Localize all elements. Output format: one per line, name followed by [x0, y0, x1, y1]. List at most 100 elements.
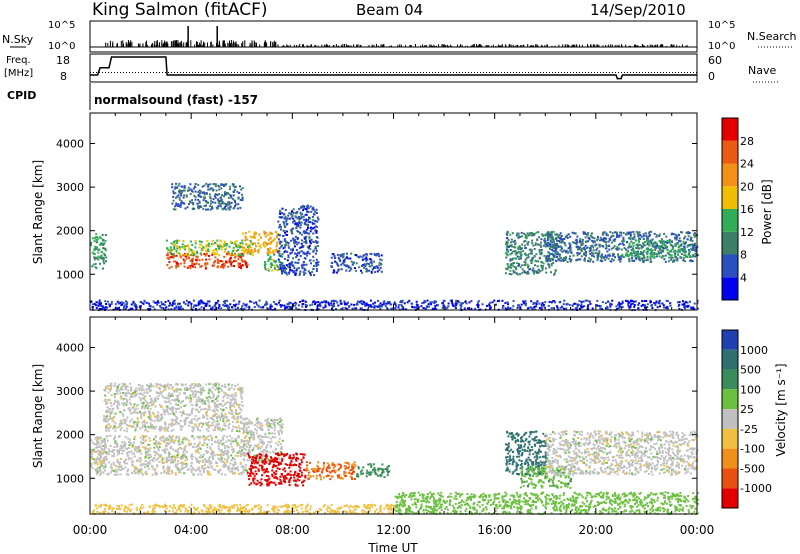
echo-cell [126, 451, 129, 454]
echo-cell [113, 463, 116, 466]
echo-cell [180, 456, 183, 459]
echo-cell [554, 272, 556, 275]
echo-cell [249, 253, 252, 256]
echo-cell [547, 305, 550, 307]
echo-cell [688, 232, 691, 235]
echo-cell [192, 445, 194, 448]
echo-cell [660, 238, 663, 241]
echo-cell [117, 435, 120, 438]
echo-cell [620, 234, 623, 237]
echo-cell [443, 305, 446, 308]
echo-cell [629, 238, 632, 241]
echo-cell [190, 455, 193, 458]
echo-cell [337, 264, 340, 267]
nsky-count [325, 45, 327, 47]
echo-cell [221, 264, 224, 267]
echo-cell [694, 255, 696, 258]
echo-cell [645, 300, 648, 302]
echo-cell [206, 300, 209, 303]
nsky-count [178, 44, 180, 47]
echo-cell [182, 239, 185, 242]
echo-cell [582, 300, 585, 303]
echo-cell [157, 453, 160, 456]
echo-cell [177, 203, 180, 206]
echo-cell [268, 248, 271, 251]
echo-cell [214, 185, 217, 188]
echo-cell [215, 461, 217, 464]
echo-cell [196, 250, 198, 253]
echo-cell [648, 241, 651, 244]
echo-cell [176, 398, 179, 401]
echo-cell [240, 445, 243, 448]
echo-cell [190, 471, 193, 473]
echo-cell [292, 265, 295, 268]
echo-cell [314, 220, 317, 223]
echo-cell [546, 234, 549, 237]
echo-cell [671, 245, 674, 248]
echo-cell [90, 451, 93, 454]
echo-cell [541, 234, 544, 237]
echo-cell [214, 253, 217, 256]
echo-cell [300, 233, 303, 236]
nsky-count [174, 43, 176, 47]
echo-cell [677, 250, 680, 253]
echo-cell [249, 243, 251, 246]
echo-cell [216, 239, 219, 242]
freq-line [90, 56, 697, 80]
echo-cell [274, 261, 277, 264]
echo-cell [315, 258, 318, 261]
nsky-count [203, 41, 204, 47]
echo-cell [198, 441, 201, 444]
echo-cell [171, 255, 173, 258]
echo-cell [179, 307, 181, 310]
echo-cell [557, 246, 560, 248]
echo-cell [557, 236, 560, 239]
echo-cell [555, 236, 558, 239]
echo-cell [103, 242, 106, 245]
echo-cell [279, 240, 282, 243]
echo-cell [98, 473, 101, 476]
echo-cell [621, 253, 624, 256]
echo-cell [188, 250, 191, 253]
echo-cell [190, 464, 193, 467]
echo-cell [536, 300, 539, 303]
echo-cell [590, 235, 593, 238]
echo-cell [617, 254, 620, 257]
echo-cell [684, 307, 686, 310]
echo-cell [185, 299, 188, 302]
echo-cell [102, 445, 105, 447]
echo-cell [211, 454, 214, 457]
echo-cell [291, 263, 294, 266]
echo-cell [561, 250, 564, 253]
echo-cell [348, 305, 351, 307]
echo-cell [162, 467, 165, 470]
echo-cell [118, 306, 120, 309]
echo-cell [516, 255, 519, 258]
echo-cell [615, 231, 618, 234]
echo-cell [295, 302, 298, 305]
echo-cell [214, 241, 216, 244]
echo-cell [232, 260, 235, 263]
echo-cell [292, 221, 294, 224]
echo-cell [176, 462, 179, 465]
echo-cell [604, 247, 607, 250]
echo-cell [204, 463, 206, 466]
echo-cell [219, 260, 222, 262]
echo-cell [292, 257, 295, 260]
echo-cell [300, 246, 303, 249]
echo-cell [224, 193, 227, 196]
nsky-count [224, 43, 226, 47]
echo-cell [312, 222, 314, 225]
echo-cell [104, 463, 107, 466]
echo-cell [693, 302, 696, 305]
echo-cell [168, 399, 171, 402]
echo-cell [132, 302, 135, 305]
echo-cell [651, 252, 654, 255]
echo-cell [604, 254, 607, 257]
echo-cell [358, 256, 361, 259]
nsky-count [198, 44, 199, 47]
echo-cell [594, 240, 597, 243]
echo-cell [198, 456, 201, 459]
echo-cell [313, 222, 316, 225]
echo-cell [654, 245, 657, 248]
